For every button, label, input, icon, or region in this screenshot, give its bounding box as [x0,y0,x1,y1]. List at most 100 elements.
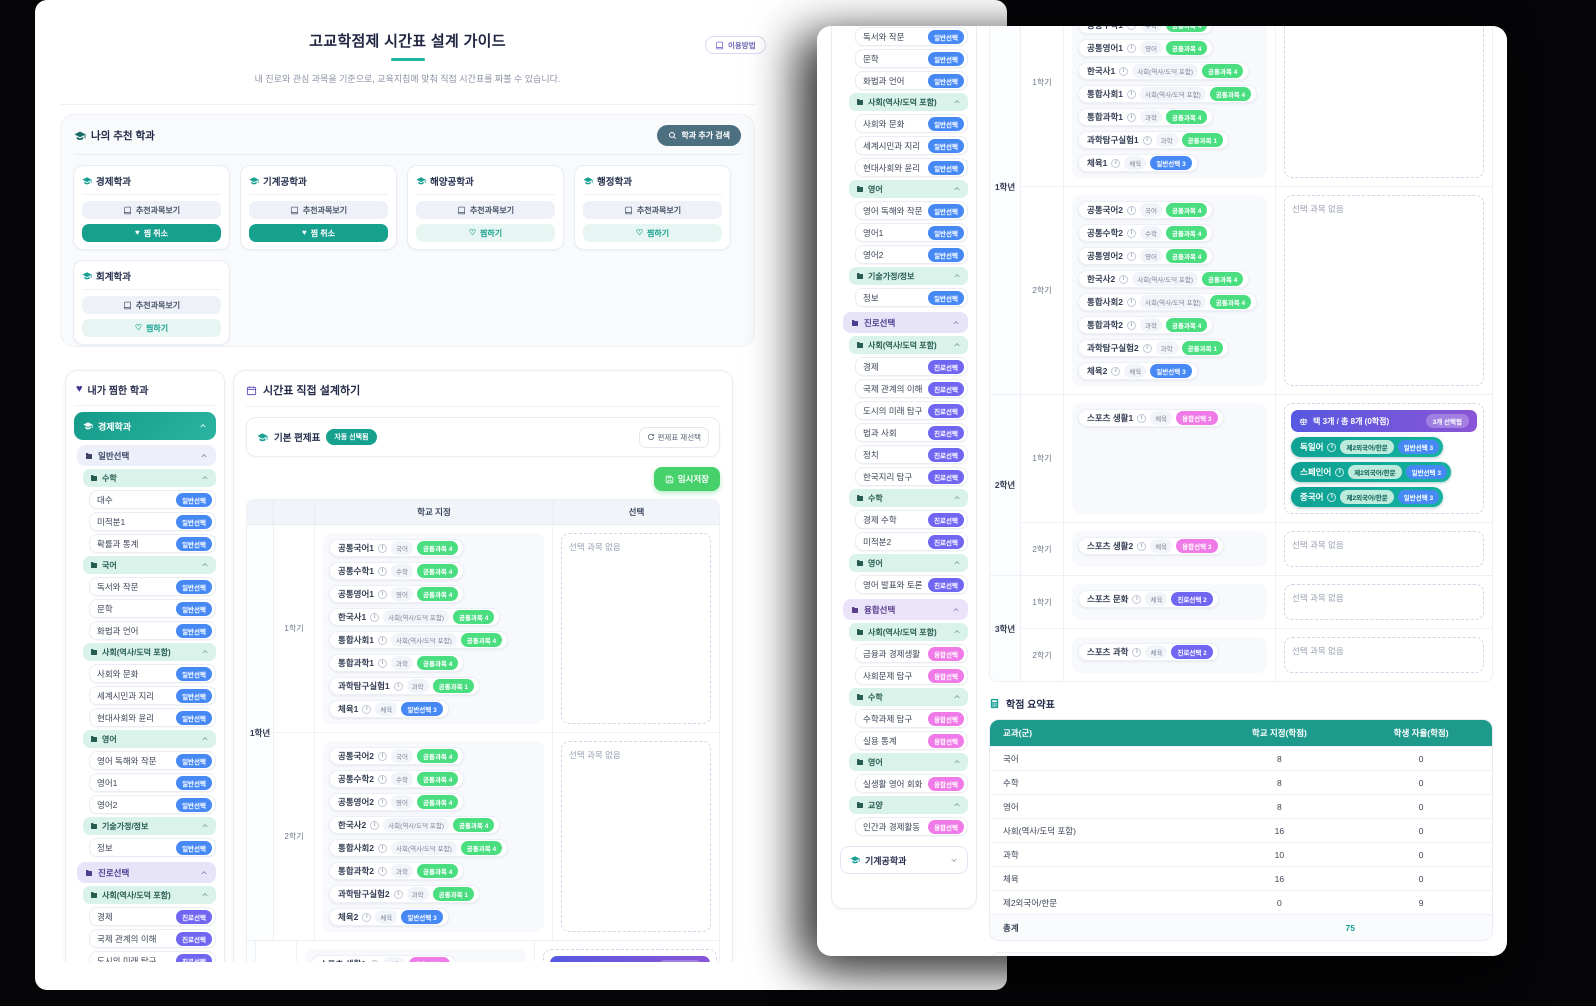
view-recommended-courses-button[interactable]: 추천과목보기 [82,296,221,314]
course-chip[interactable]: 한국사1 i 사회(역사/도덕 포함) 공통과목 4 [1078,62,1250,80]
selected-course-chip[interactable]: 스페인어 i 제2외국어/한문 일반선택 3 [1291,462,1451,482]
course-item[interactable]: 화법과 언어 일반선택 [89,621,216,640]
info-icon[interactable]: i [1127,320,1137,330]
course-chip[interactable]: 통합사회1 i 사회(역사/도덕 포함) 공통과목 4 [329,631,509,649]
view-recommended-courses-button[interactable]: 추천과목보기 [583,201,722,219]
subject-category[interactable]: 영어 [849,554,968,572]
info-icon[interactable]: i [1127,26,1137,30]
unlike-button[interactable]: 찜 취소 [82,224,221,242]
course-chip[interactable]: 스포츠 과학 i 체육 진로선택 2 [1078,643,1219,661]
subject-category[interactable]: 국어 [83,556,216,574]
sidebar-department-collapsed[interactable]: 기계공학과 [840,846,968,874]
course-item[interactable]: 정보 일반선택 [89,838,216,857]
subject-category[interactable]: 사회(역사/도덕 포함) [83,643,216,661]
course-item[interactable]: 현대사회와 윤리 일반선택 [89,708,216,727]
temp-save-button[interactable]: 임시저장 [653,467,720,491]
course-chip[interactable]: 과학탐구실험2 i 과학 공통과목 1 [329,885,480,903]
course-item[interactable]: 독서와 작문 일반선택 [855,27,968,46]
info-icon[interactable]: i [1327,492,1337,502]
course-chip[interactable]: 공통국어1 i 국어 공통과목 4 [329,539,465,557]
info-icon[interactable]: i [1111,366,1121,376]
info-icon[interactable]: i [1127,251,1137,261]
info-icon[interactable]: i [1111,158,1121,168]
course-item[interactable]: 경제 진로선택 [855,357,968,376]
info-icon[interactable]: i [378,566,388,576]
info-icon[interactable]: i [393,681,403,691]
course-item[interactable]: 수학과제 탐구 융합선택 [855,709,968,728]
course-chip[interactable]: 통합과학2 i 과학 공통과목 4 [1078,316,1214,334]
subject-category[interactable]: 영어 [849,180,968,198]
course-item[interactable]: 문학 일반선택 [89,599,216,618]
info-icon[interactable]: i [1127,297,1137,307]
course-item[interactable]: 한국지리 탐구 진로선택 [855,467,968,486]
subject-category[interactable]: 교양 [849,796,968,814]
info-icon[interactable]: i [1127,228,1137,238]
info-icon[interactable]: i [1335,467,1345,477]
course-group-general[interactable]: 일반선택 [77,445,216,466]
subject-category[interactable]: 기술가정/정보 [83,817,216,835]
course-item[interactable]: 미적분1 일반선택 [89,512,216,531]
course-chip[interactable]: 통합과학2 i 과학 공통과목 4 [329,862,465,880]
course-item[interactable]: 인간과 경제활동 융합선택 [855,817,968,836]
course-item[interactable]: 경제 진로선택 [89,907,216,926]
like-button[interactable]: 찜하기 [416,224,555,242]
course-item[interactable]: 화법과 언어 일반선택 [855,71,968,90]
course-item[interactable]: 세계시민과 지리 일반선택 [89,686,216,705]
subject-category[interactable]: 기술가정/정보 [849,267,968,285]
info-icon[interactable]: i [1132,594,1142,604]
course-item[interactable]: 영어2 일반선택 [855,245,968,264]
info-icon[interactable]: i [370,959,380,962]
course-item[interactable]: 영어 독해와 작문 일반선택 [855,201,968,220]
course-chip[interactable]: 과학탐구실험2 i 과학 공통과목 1 [1078,339,1229,357]
course-item[interactable]: 국제 관계의 이해 진로선택 [89,929,216,948]
reselect-curriculum-button[interactable]: 편제표 재선택 [638,426,709,448]
course-chip[interactable]: 공통국어2 i 국어 공통과목 4 [329,747,465,765]
view-recommended-courses-button[interactable]: 추천과목보기 [416,201,555,219]
course-chip[interactable]: 스포츠 생활1 i체육 융합선택 3 [310,955,457,962]
course-chip[interactable]: 공통영어1 i 영어 공통과목 4 [1078,39,1214,57]
course-chip[interactable]: 체육1 i 체육 일반선택 3 [1078,154,1198,172]
course-group-career[interactable]: 진로선택 [77,862,216,883]
course-chip[interactable]: 공통수학2 i 수학 공통과목 4 [1078,224,1214,242]
unlike-button[interactable]: 찜 취소 [249,224,388,242]
info-icon[interactable]: i [393,889,403,899]
course-item[interactable]: 문학 일반선택 [855,49,968,68]
course-item[interactable]: 도시의 미래 탐구 진로선택 [855,401,968,420]
course-item[interactable]: 사회와 문화 일반선택 [89,664,216,683]
info-icon[interactable]: i [1132,647,1142,657]
subject-category[interactable]: 사회(역사/도덕 포함) [83,886,216,904]
course-chip[interactable]: 공통국어2 i 국어 공통과목 4 [1078,201,1214,219]
subject-category[interactable]: 수학 [83,469,216,487]
course-chip[interactable]: 공통영어2 i 영어 공통과목 4 [1078,247,1214,265]
subject-category[interactable]: 사회(역사/도덕 포함) [849,336,968,354]
subject-category[interactable]: 수학 [849,688,968,706]
selected-course-chip[interactable]: 중국어 i 제2외국어/한문 일반선택 3 [1291,487,1444,507]
info-icon[interactable]: i [1137,413,1147,423]
info-icon[interactable]: i [1127,112,1137,122]
course-item[interactable]: 정보 일반선택 [855,288,968,307]
info-icon[interactable]: i [1142,135,1152,145]
info-icon[interactable]: i [1119,274,1129,284]
course-chip[interactable]: 한국사2 i 사회(역사/도덕 포함) 공통과목 4 [1078,270,1250,288]
info-icon[interactable]: i [1142,343,1152,353]
course-item[interactable]: 사회와 문화 일반선택 [855,114,968,133]
course-item[interactable]: 정치 진로선택 [855,445,968,464]
view-recommended-courses-button[interactable]: 추천과목보기 [249,201,388,219]
course-item[interactable]: 경제 수학 진로선택 [855,510,968,529]
course-item[interactable]: 사회문제 탐구 융합선택 [855,666,968,685]
subject-category[interactable]: 사회(역사/도덕 포함) [849,623,968,641]
course-item[interactable]: 독서와 작문 일반선택 [89,577,216,596]
course-chip[interactable]: 스포츠 문화 i 체육 진로선택 2 [1078,590,1219,608]
course-item[interactable]: 법과 사회 진로선택 [855,423,968,442]
info-icon[interactable]: i [1137,541,1147,551]
course-chip[interactable]: 통합사회1 i 사회(역사/도덕 포함) 공통과목 4 [1078,85,1258,103]
info-icon[interactable]: i [370,612,380,622]
course-chip[interactable]: 체육2 i 체육 일반선택 3 [1078,362,1198,380]
course-item[interactable]: 도시의 미래 탐구 진로선택 [89,951,216,962]
course-item[interactable]: 영어2 일반선택 [89,795,216,814]
course-group-career[interactable]: 진로선택 [843,312,968,333]
info-icon[interactable]: i [1119,66,1129,76]
course-item[interactable]: 국제 관계의 이해 진로선택 [855,379,968,398]
